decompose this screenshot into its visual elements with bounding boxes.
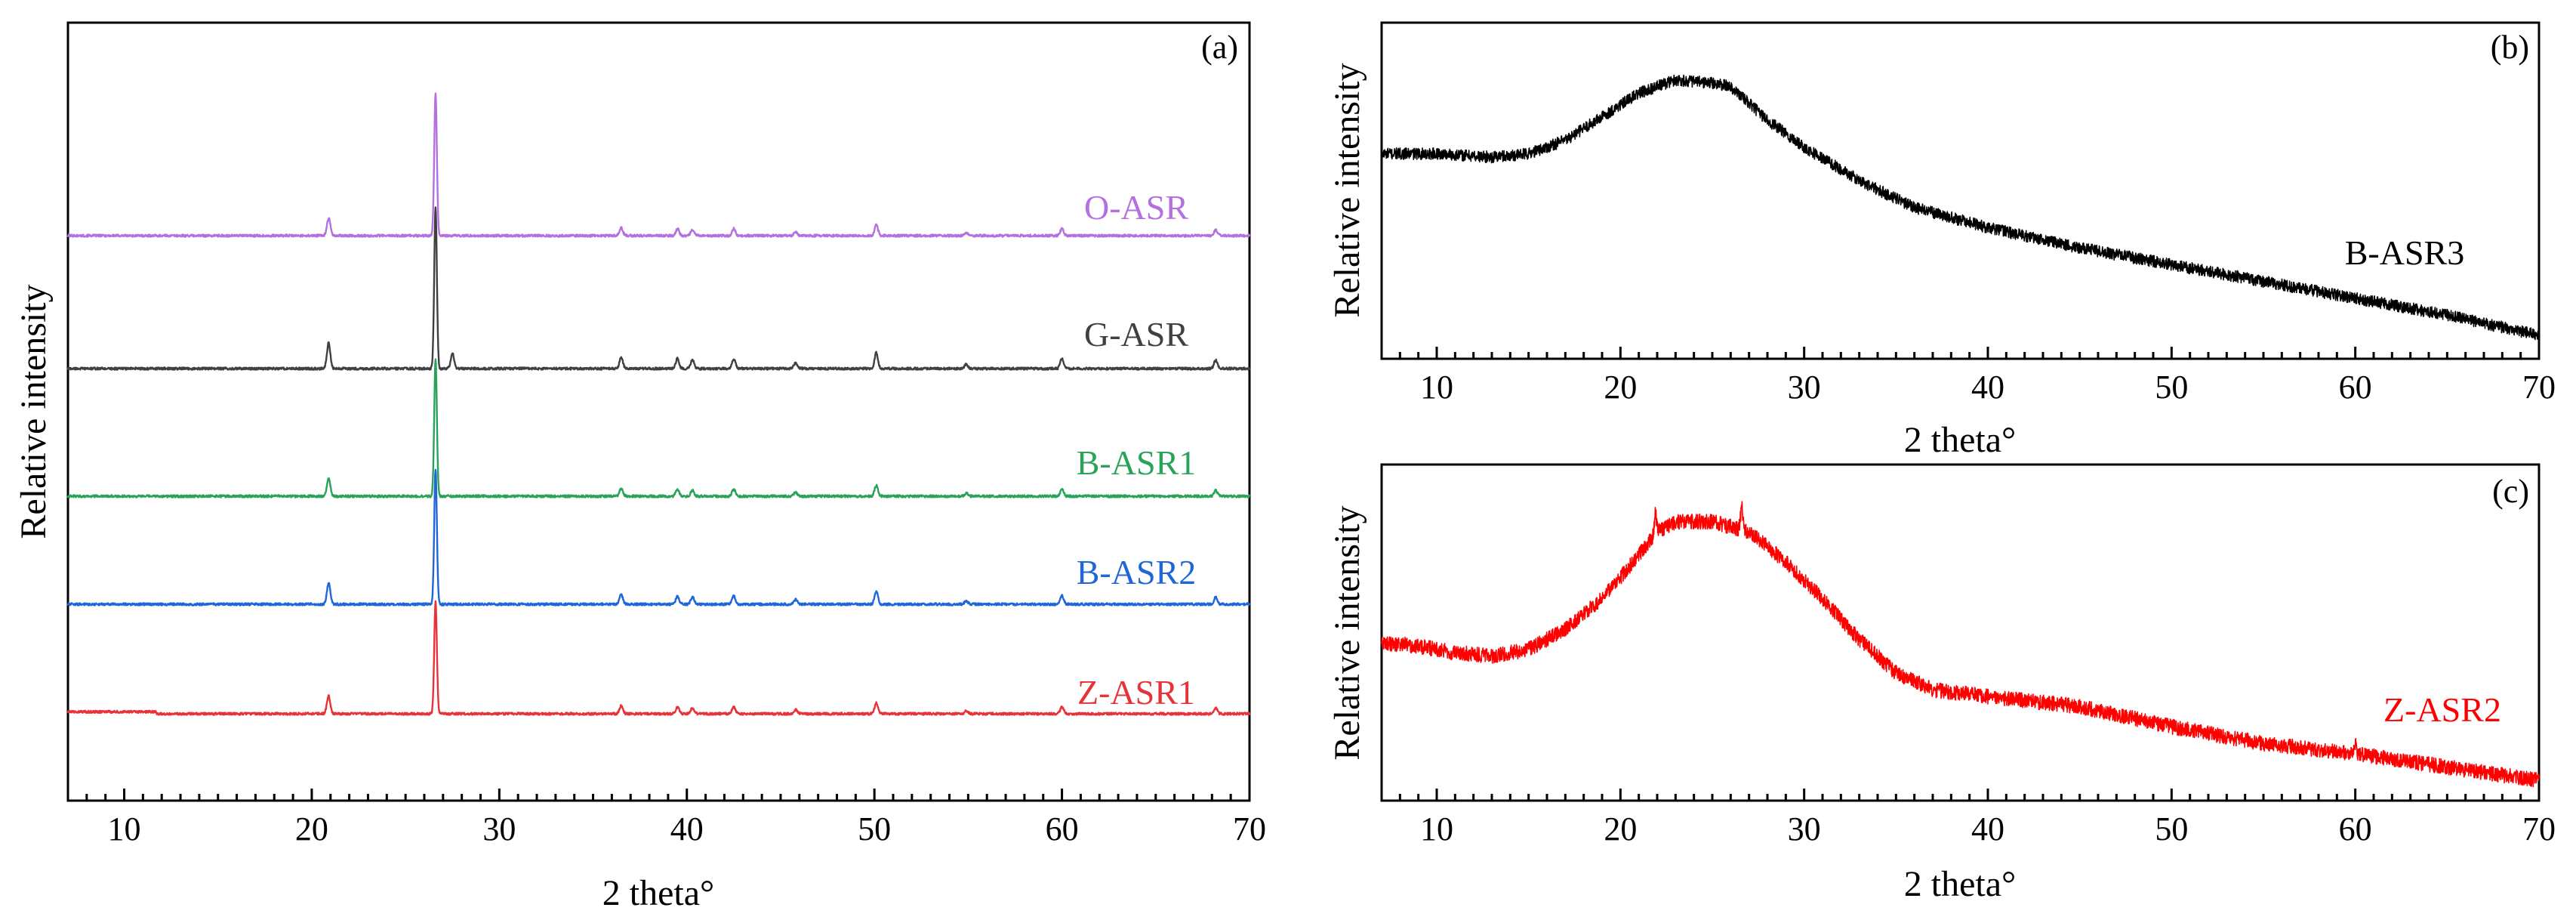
x-tick-label: 70 <box>2522 810 2556 847</box>
panel-c-ylabel: Relative intensity <box>1327 505 1367 760</box>
panel-a-label: (a) <box>1201 29 1238 66</box>
trace-g-asr <box>66 206 1251 371</box>
x-tick-label: 10 <box>108 810 141 847</box>
series-label-z-asr1: Z-ASR1 <box>1077 673 1195 712</box>
x-tick-label: 30 <box>1788 810 1821 847</box>
x-tick-label: 40 <box>1971 810 2004 847</box>
panel-c-frame <box>1380 463 2541 802</box>
panel-b-ylabel: Relative intensity <box>1327 63 1367 317</box>
x-tick-label: 10 <box>1420 810 1453 847</box>
x-tick-label: 50 <box>858 810 891 847</box>
series-label-z-asr2: Z-ASR2 <box>2383 690 2501 729</box>
trace-b-asr2 <box>66 468 1251 607</box>
panel-c-xlabel: 2 theta° <box>1904 864 2016 904</box>
x-tick-label: 70 <box>2522 369 2556 406</box>
x-tick-label: 70 <box>1233 810 1266 847</box>
panel-a-frame <box>66 21 1251 802</box>
panel-c-x-ticks: 10 20 30 40 50 60 70 <box>1380 789 2556 847</box>
panel-a-traces <box>66 92 1251 716</box>
x-tick-label: 20 <box>1604 369 1637 406</box>
x-tick-label: 30 <box>482 810 516 847</box>
panel-c: 10 20 30 40 50 60 70 (c) 2 theta° Relative int… <box>1327 463 2556 904</box>
panel-a-x-ticks: 10 20 30 40 50 60 70 <box>66 789 1266 847</box>
x-tick-label: 60 <box>2339 810 2372 847</box>
x-tick-label: 20 <box>295 810 328 847</box>
series-label-g-asr: G-ASR <box>1084 315 1188 353</box>
x-tick-label: 40 <box>1971 369 2004 406</box>
trace-z-asr2 <box>1381 501 2540 788</box>
panel-a-ylabel: Relative intensity <box>14 284 54 539</box>
trace-b-asr1 <box>66 358 1251 499</box>
panel-b-frame <box>1380 21 2541 360</box>
panel-b-x-ticks: 10 20 30 40 50 60 70 <box>1380 347 2556 406</box>
x-tick-label: 50 <box>2155 810 2188 847</box>
series-label-b-asr3: B-ASR3 <box>2345 233 2464 272</box>
panel-a: 10 20 30 40 50 60 70 (a) 2 theta° Relative int… <box>14 21 1266 913</box>
x-tick-label: 10 <box>1420 369 1453 406</box>
x-tick-label: 50 <box>2155 369 2188 406</box>
panel-b-label: (b) <box>2491 29 2529 66</box>
panel-b-traces <box>1381 74 2540 341</box>
x-tick-label: 20 <box>1604 810 1637 847</box>
panel-b: 10 20 30 40 50 60 70 (b) 2 theta° Relative int… <box>1327 21 2556 460</box>
panel-c-label: (c) <box>2492 473 2529 510</box>
x-tick-label: 30 <box>1788 369 1821 406</box>
x-tick-label: 40 <box>670 810 704 847</box>
series-label-b-asr2: B-ASR2 <box>1077 553 1196 591</box>
series-label-o-asr: O-ASR <box>1084 188 1188 227</box>
x-tick-label: 60 <box>2339 369 2372 406</box>
trace-b-asr3 <box>1381 74 2540 341</box>
trace-o-asr <box>66 92 1251 238</box>
panel-c-traces <box>1381 501 2540 788</box>
panel-b-xlabel: 2 theta° <box>1904 420 2016 460</box>
trace-z-asr1 <box>66 600 1251 716</box>
x-tick-label: 60 <box>1046 810 1079 847</box>
series-label-b-asr1: B-ASR1 <box>1077 443 1196 482</box>
panel-a-xlabel: 2 theta° <box>602 873 714 913</box>
